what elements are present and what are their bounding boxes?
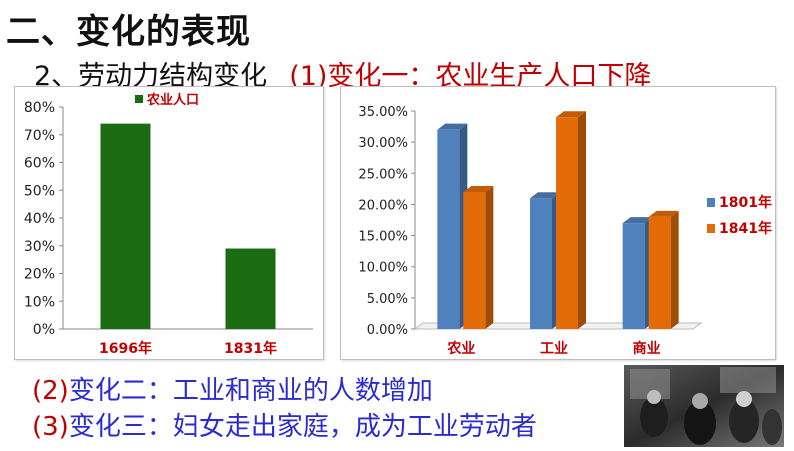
change-two-label: 变化二：工业和商业的人数增加	[68, 376, 433, 406]
chart2-y-tick-label: 5.00%	[367, 292, 408, 307]
chart2-legend-label: 1801年	[719, 194, 772, 211]
chart1-svg: 0% 10% 20% 30% 40% 50% 60% 70% 80% 1696年 1831年 农业人口	[24, 92, 313, 357]
chart1-y-tick-label: 70%	[24, 128, 55, 144]
change-two-number: (2)	[32, 376, 69, 406]
chart2-y-tick-label: 0.00%	[367, 323, 408, 338]
change-three-text: (3)变化三：妇女走出家庭，成为工业劳动者	[32, 406, 537, 443]
chart1-y-tick-label: 50%	[24, 183, 55, 199]
chart1-legend-label: 农业人口	[146, 92, 199, 108]
chart1-y-tick-label: 60%	[24, 156, 55, 172]
chart2-x-tick-label: 商业	[633, 340, 661, 357]
chart2-y-tick-label: 35.00%	[358, 105, 408, 120]
chart2-legend-label: 1841年	[719, 220, 772, 237]
change-three-number: (3)	[32, 412, 69, 442]
chart2-bar-side	[485, 185, 494, 329]
chart1-bar	[225, 248, 276, 329]
chart1-y-tick-label: 80%	[24, 100, 55, 116]
chart2-bar	[463, 191, 486, 329]
chart2-y-tick-label: 15.00%	[358, 230, 408, 245]
chart1-y-tick-label: 20%	[24, 267, 55, 283]
chart2-legend-swatch	[707, 198, 715, 207]
chart1-y-tick-label: 0%	[33, 322, 55, 338]
chart2-bar	[648, 216, 671, 329]
chart2-y-tick-label: 30.00%	[358, 136, 408, 151]
chart2-bar	[437, 129, 460, 329]
chart2-y-tick-label: 25.00%	[358, 167, 408, 182]
change-three-label: 变化三：妇女走出家庭，成为工业劳动者	[68, 412, 537, 442]
chart2-x-tick-label: 工业	[540, 341, 568, 357]
chart2-x-tick-label: 农业	[446, 340, 475, 357]
chart1-x-tick-label: 1831年	[224, 340, 277, 357]
chart2-bar-top	[622, 217, 653, 224]
chart2-bar	[622, 223, 645, 329]
chart1-y-tick-label: 40%	[24, 211, 55, 227]
chart1-bar	[100, 123, 151, 330]
chart2-bar-top	[463, 185, 494, 192]
labor-distribution-chart: 0.00% 5.00% 10.00% 15.00% 20.00% 25.00% 30.00%…	[340, 86, 776, 360]
chart2-bar-top	[530, 192, 560, 199]
chart2-bar-top	[437, 123, 468, 130]
chart2-bar	[530, 198, 552, 329]
chart2-y-tick-label: 20.00%	[358, 198, 408, 213]
chart1-x-tick-label: 1696年	[99, 340, 152, 357]
chart2-svg: 0.00% 5.00% 10.00% 15.00% 20.00% 25.00% 30.00%…	[358, 105, 772, 357]
page-title: 二、变化的表现	[6, 12, 251, 52]
chart2-bar-top	[648, 210, 679, 217]
chart1-y-tick-label: 30%	[24, 239, 55, 255]
chart2-legend-swatch	[707, 224, 715, 233]
chart2-bar	[556, 117, 578, 329]
chart1-y-tick-label: 10%	[24, 294, 55, 310]
photo-image	[624, 365, 784, 447]
chart2-bar-side	[578, 111, 586, 329]
agricultural-population-chart: 0% 10% 20% 30% 40% 50% 60% 70% 80% 1696年 1831年 农业人口	[14, 86, 324, 360]
chart2-bar-top	[556, 111, 586, 118]
chart2-bar-side	[670, 210, 679, 329]
chart2-y-tick-label: 10.00%	[358, 261, 408, 276]
change-two-text: (2)变化二：工业和商业的人数增加	[32, 370, 433, 407]
historical-photo	[624, 365, 784, 447]
chart1-legend-swatch	[135, 95, 143, 103]
